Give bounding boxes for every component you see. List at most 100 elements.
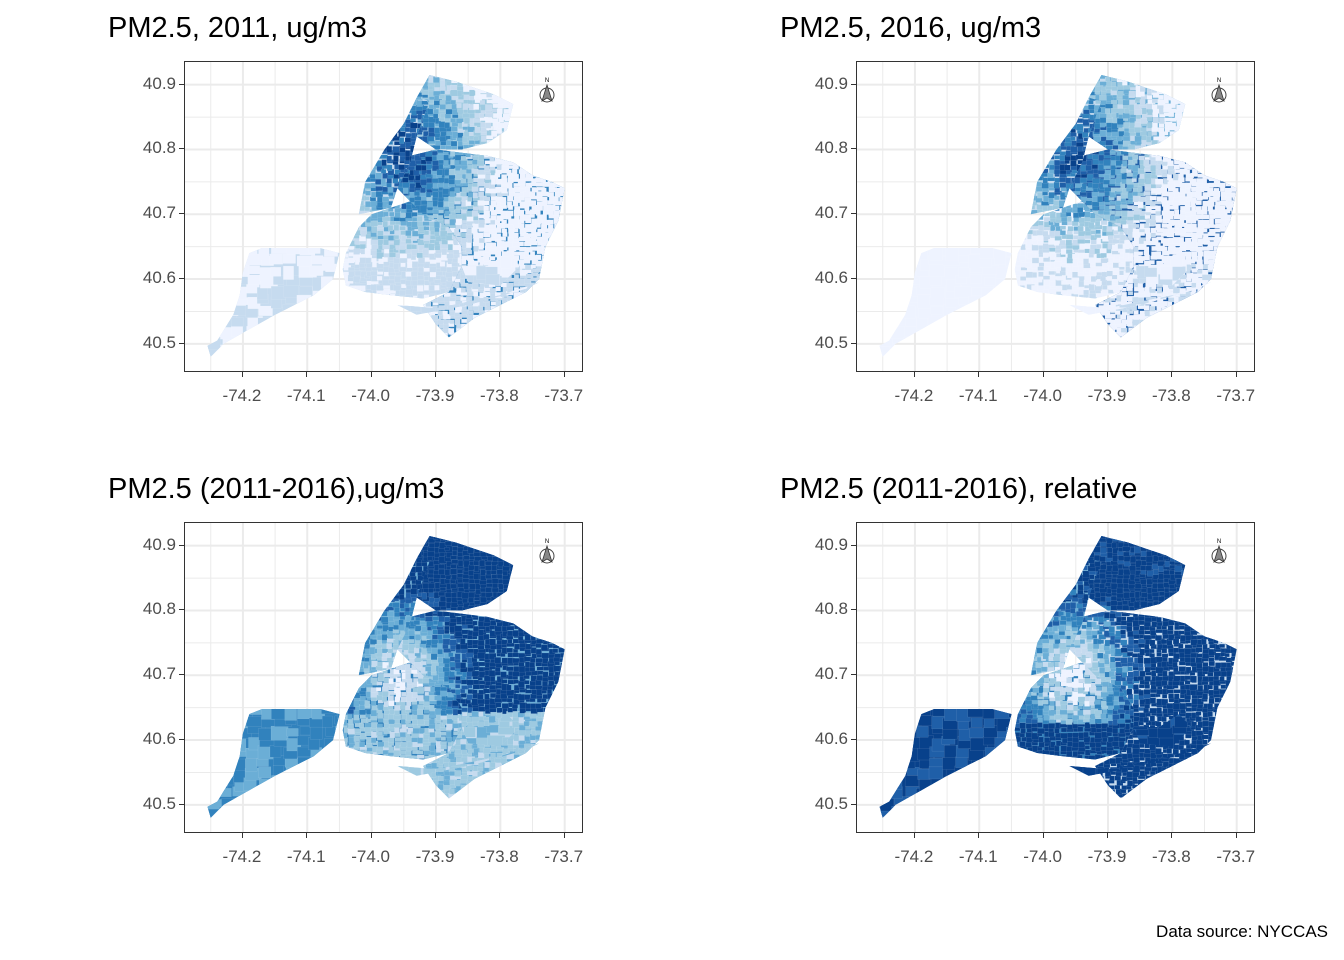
tract bbox=[903, 305, 916, 319]
tract bbox=[220, 344, 232, 357]
tract bbox=[1030, 191, 1036, 198]
tract bbox=[325, 286, 340, 296]
tract bbox=[375, 150, 381, 156]
tract bbox=[1054, 195, 1060, 201]
tract bbox=[1220, 323, 1228, 330]
tract bbox=[342, 224, 349, 231]
tract bbox=[393, 224, 400, 231]
tract bbox=[359, 137, 365, 142]
tract bbox=[363, 127, 369, 134]
tract bbox=[1207, 332, 1215, 338]
tract bbox=[321, 295, 333, 308]
tract bbox=[523, 155, 531, 161]
tract bbox=[374, 105, 381, 111]
tract bbox=[1149, 319, 1158, 326]
tract bbox=[480, 86, 488, 91]
tract bbox=[553, 159, 559, 167]
tract bbox=[405, 150, 411, 157]
tract bbox=[512, 150, 519, 158]
tract bbox=[440, 276, 447, 284]
tract bbox=[417, 86, 423, 93]
tract bbox=[907, 347, 920, 357]
y-tick-label: 40.7 bbox=[142, 203, 176, 223]
tract bbox=[472, 332, 482, 338]
tract bbox=[1196, 291, 1202, 297]
tract bbox=[1218, 282, 1226, 289]
tract bbox=[477, 200, 485, 206]
tract bbox=[1083, 150, 1089, 156]
tract bbox=[397, 306, 402, 311]
tract bbox=[451, 103, 457, 110]
tract bbox=[1208, 187, 1214, 194]
tract bbox=[421, 332, 427, 338]
tract bbox=[1219, 292, 1226, 297]
tract bbox=[440, 243, 450, 249]
tract bbox=[1207, 156, 1214, 162]
tract bbox=[358, 105, 365, 112]
tract bbox=[439, 94, 446, 99]
tract bbox=[417, 275, 424, 281]
tract bbox=[1225, 219, 1232, 226]
tract bbox=[535, 291, 541, 297]
tract bbox=[929, 248, 943, 261]
tract bbox=[1066, 100, 1072, 107]
data-source-caption: Data source: NYCCAS bbox=[1156, 922, 1328, 941]
tract bbox=[354, 230, 361, 236]
tract bbox=[1030, 149, 1039, 157]
tract bbox=[547, 305, 556, 312]
tract bbox=[358, 160, 367, 167]
tract bbox=[1083, 253, 1089, 259]
tract bbox=[1120, 204, 1129, 209]
tract bbox=[1025, 201, 1033, 203]
tract bbox=[410, 122, 418, 129]
tract bbox=[548, 219, 554, 225]
tract bbox=[221, 257, 236, 266]
tract bbox=[399, 257, 408, 264]
tract bbox=[1128, 327, 1137, 333]
tract bbox=[1208, 291, 1216, 299]
tract bbox=[1191, 251, 1198, 257]
tract bbox=[359, 141, 367, 148]
tract bbox=[1020, 294, 1029, 299]
tract bbox=[1069, 314, 1076, 319]
tract bbox=[1074, 177, 1081, 184]
tract bbox=[269, 253, 283, 265]
tract bbox=[1020, 230, 1029, 237]
tract bbox=[1126, 219, 1135, 225]
tract bbox=[376, 289, 385, 296]
tract bbox=[1197, 156, 1205, 161]
tract bbox=[449, 219, 456, 226]
tract bbox=[1201, 305, 1210, 310]
tract bbox=[506, 169, 512, 176]
tract bbox=[1163, 313, 1169, 321]
tract bbox=[552, 301, 561, 307]
tract bbox=[479, 75, 488, 76]
tract bbox=[492, 140, 499, 146]
tract bbox=[523, 332, 532, 338]
tract bbox=[1080, 196, 1088, 203]
tract bbox=[393, 239, 401, 246]
tract bbox=[541, 150, 548, 157]
tract bbox=[1197, 332, 1203, 338]
tract bbox=[432, 149, 438, 152]
tract bbox=[409, 183, 416, 190]
tract bbox=[554, 172, 560, 179]
tract bbox=[409, 105, 417, 111]
tract bbox=[1020, 276, 1027, 281]
tract bbox=[394, 113, 402, 119]
tract bbox=[501, 228, 508, 234]
tract bbox=[535, 315, 542, 322]
tract bbox=[1169, 108, 1177, 113]
tract bbox=[1054, 294, 1061, 299]
tract bbox=[420, 187, 426, 193]
tract bbox=[394, 230, 401, 236]
tract bbox=[283, 315, 299, 331]
tract bbox=[535, 204, 544, 211]
tract bbox=[513, 274, 519, 281]
tract bbox=[310, 295, 326, 304]
tract bbox=[513, 237, 520, 243]
tract bbox=[440, 266, 447, 272]
tract bbox=[553, 264, 560, 272]
tract bbox=[393, 155, 399, 162]
tract bbox=[1105, 103, 1114, 109]
